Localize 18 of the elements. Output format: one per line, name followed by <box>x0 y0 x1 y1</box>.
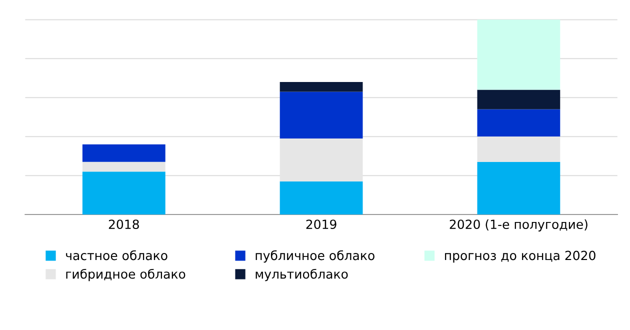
bar <box>477 20 560 90</box>
legend-label: публичное облако <box>256 250 374 263</box>
bar <box>280 82 363 92</box>
x-tick-label: 2019 <box>306 220 336 230</box>
bar <box>82 144 166 162</box>
bar <box>82 172 166 214</box>
legend-label: прогноз до конца 2020 <box>445 250 596 263</box>
bar <box>477 90 560 110</box>
bar <box>82 162 166 172</box>
bar <box>477 162 560 214</box>
x-tick-label: 2020 (1-е полугодие) <box>450 219 588 232</box>
x-tick-label: 2018 <box>108 220 139 230</box>
bar <box>477 109 560 137</box>
legend-label: мультиоблако <box>256 268 348 282</box>
bar <box>280 92 363 139</box>
legend-label: частное облако <box>66 250 168 260</box>
legend-label: гибридное облако <box>66 268 186 282</box>
bar <box>280 181 363 214</box>
